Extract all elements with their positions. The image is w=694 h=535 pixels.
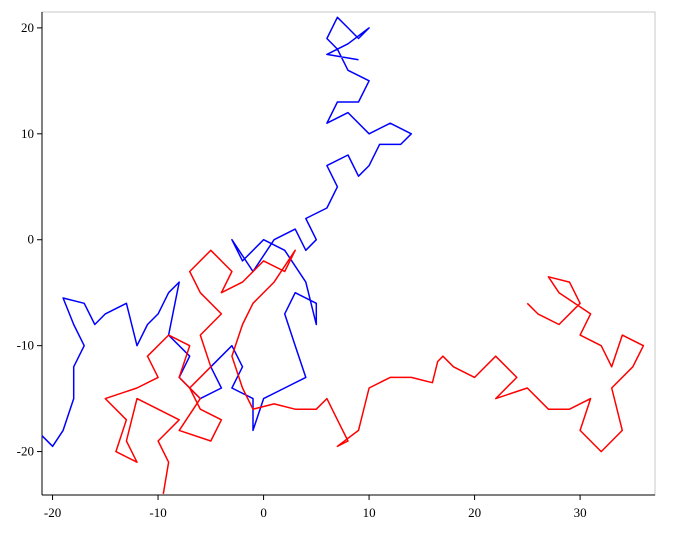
x-tick-label: -10 xyxy=(149,505,166,520)
y-tick-label: -20 xyxy=(17,444,34,459)
y-tick-label: 20 xyxy=(21,20,34,35)
x-tick-label: 20 xyxy=(468,505,481,520)
y-tick-label: 10 xyxy=(21,126,34,141)
walk-line xyxy=(41,16,413,448)
y-tick-label: 0 xyxy=(28,232,35,247)
x-tick-label: -20 xyxy=(44,505,61,520)
x-tick-label: 10 xyxy=(363,505,376,520)
y-tick-label: -10 xyxy=(17,338,34,353)
x-tick-label: 0 xyxy=(260,505,267,520)
plot-frame xyxy=(41,11,656,496)
walk-line xyxy=(104,249,645,495)
x-tick-label: 30 xyxy=(574,505,587,520)
